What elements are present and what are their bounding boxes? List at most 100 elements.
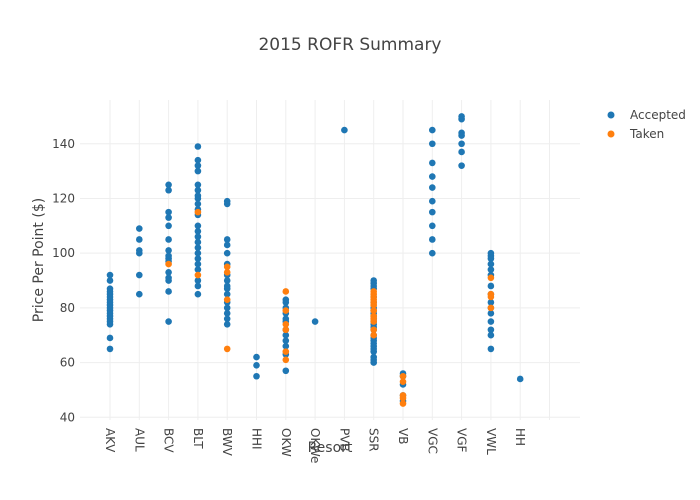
- data-point-accepted[interactable]: [165, 318, 172, 325]
- data-point-accepted[interactable]: [487, 260, 495, 268]
- data-point-accepted[interactable]: [194, 227, 202, 235]
- data-point-accepted[interactable]: [223, 241, 231, 249]
- data-point-accepted[interactable]: [487, 326, 495, 334]
- data-point-accepted[interactable]: [194, 143, 202, 150]
- data-point-accepted[interactable]: [194, 186, 202, 194]
- data-point-taken[interactable]: [487, 274, 495, 282]
- data-point-accepted[interactable]: [370, 359, 378, 366]
- data-point-taken[interactable]: [223, 263, 231, 271]
- data-point-accepted[interactable]: [136, 225, 143, 232]
- data-point-accepted[interactable]: [106, 334, 114, 342]
- data-point-taken[interactable]: [399, 378, 407, 386]
- data-point-accepted[interactable]: [194, 266, 202, 273]
- data-point-taken[interactable]: [282, 320, 290, 328]
- data-point-taken[interactable]: [487, 304, 495, 312]
- data-point-accepted[interactable]: [458, 162, 465, 169]
- data-point-accepted[interactable]: [194, 290, 202, 298]
- data-point-accepted[interactable]: [194, 181, 202, 189]
- data-point-accepted[interactable]: [223, 236, 231, 243]
- data-point-accepted[interactable]: [223, 285, 231, 293]
- data-point-accepted[interactable]: [458, 148, 465, 156]
- data-point-accepted[interactable]: [429, 222, 436, 230]
- data-point-accepted[interactable]: [487, 318, 495, 325]
- data-point-accepted[interactable]: [429, 249, 436, 257]
- data-point-accepted[interactable]: [165, 186, 172, 194]
- data-point-accepted[interactable]: [429, 173, 436, 180]
- data-point-accepted[interactable]: [223, 200, 231, 208]
- data-point-accepted[interactable]: [458, 115, 465, 123]
- data-point-accepted[interactable]: [370, 348, 378, 355]
- data-point-accepted[interactable]: [223, 310, 231, 317]
- data-point-taken[interactable]: [370, 301, 378, 309]
- data-point-taken[interactable]: [399, 400, 407, 407]
- data-point-taken[interactable]: [370, 331, 378, 339]
- data-point-accepted[interactable]: [282, 331, 290, 339]
- data-point-accepted[interactable]: [429, 236, 436, 243]
- data-point-accepted[interactable]: [194, 167, 202, 175]
- data-point-accepted[interactable]: [341, 126, 348, 134]
- data-point-accepted[interactable]: [223, 277, 231, 284]
- data-point-accepted[interactable]: [106, 271, 114, 279]
- data-point-accepted[interactable]: [458, 140, 465, 148]
- data-point-accepted[interactable]: [106, 345, 114, 353]
- data-point-accepted[interactable]: [458, 132, 465, 139]
- data-point-accepted[interactable]: [253, 353, 260, 361]
- data-point-accepted[interactable]: [165, 181, 172, 189]
- data-point-accepted[interactable]: [223, 249, 231, 257]
- data-point-taken[interactable]: [282, 348, 290, 355]
- data-point-taken[interactable]: [282, 326, 290, 334]
- data-point-accepted[interactable]: [165, 277, 172, 284]
- data-point-accepted[interactable]: [106, 277, 114, 284]
- data-point-taken[interactable]: [282, 288, 290, 295]
- data-point-accepted[interactable]: [194, 249, 202, 257]
- data-point-accepted[interactable]: [165, 288, 172, 295]
- data-point-accepted[interactable]: [165, 214, 172, 221]
- data-point-accepted[interactable]: [194, 233, 202, 241]
- data-point-accepted[interactable]: [194, 222, 202, 230]
- data-point-accepted[interactable]: [487, 331, 495, 339]
- data-point-accepted[interactable]: [194, 200, 202, 208]
- data-point-taken[interactable]: [370, 318, 378, 325]
- data-point-accepted[interactable]: [429, 208, 436, 216]
- data-point-accepted[interactable]: [487, 299, 495, 306]
- data-point-taken[interactable]: [194, 271, 202, 279]
- data-point-accepted[interactable]: [429, 140, 436, 148]
- data-point-accepted[interactable]: [429, 184, 436, 191]
- data-point-taken[interactable]: [223, 269, 231, 276]
- data-point-taken[interactable]: [223, 296, 231, 303]
- data-point-accepted[interactable]: [165, 236, 172, 243]
- data-point-accepted[interactable]: [223, 290, 231, 298]
- data-point-accepted[interactable]: [165, 208, 172, 216]
- data-point-accepted[interactable]: [487, 282, 495, 290]
- data-point-accepted[interactable]: [194, 238, 202, 246]
- data-point-accepted[interactable]: [136, 290, 143, 298]
- data-point-accepted[interactable]: [311, 318, 319, 325]
- data-point-accepted[interactable]: [223, 320, 231, 328]
- legend-item-taken[interactable]: Taken: [607, 127, 665, 141]
- data-point-accepted[interactable]: [223, 304, 231, 312]
- data-point-accepted[interactable]: [516, 375, 524, 383]
- data-point-taken[interactable]: [370, 326, 378, 334]
- data-point-accepted[interactable]: [282, 299, 290, 306]
- data-point-taken[interactable]: [282, 307, 290, 314]
- data-point-accepted[interactable]: [487, 255, 495, 262]
- data-point-accepted[interactable]: [194, 156, 202, 164]
- data-point-accepted[interactable]: [282, 342, 290, 350]
- data-point-accepted[interactable]: [136, 249, 143, 257]
- data-point-accepted[interactable]: [487, 266, 495, 273]
- data-point-accepted[interactable]: [194, 244, 202, 251]
- legend-item-accepted[interactable]: Accepted: [607, 108, 686, 122]
- data-point-accepted[interactable]: [487, 345, 495, 353]
- data-point-taken[interactable]: [282, 356, 290, 364]
- data-point-accepted[interactable]: [194, 255, 202, 262]
- data-point-accepted[interactable]: [429, 126, 436, 134]
- data-point-taken[interactable]: [487, 293, 495, 301]
- data-point-accepted[interactable]: [429, 159, 436, 167]
- data-point-accepted[interactable]: [253, 361, 260, 369]
- data-point-accepted[interactable]: [165, 247, 172, 254]
- data-point-accepted[interactable]: [282, 337, 290, 344]
- data-point-accepted[interactable]: [194, 162, 202, 169]
- data-point-taken[interactable]: [370, 307, 378, 314]
- data-point-accepted[interactable]: [194, 195, 202, 202]
- data-point-accepted[interactable]: [487, 310, 495, 317]
